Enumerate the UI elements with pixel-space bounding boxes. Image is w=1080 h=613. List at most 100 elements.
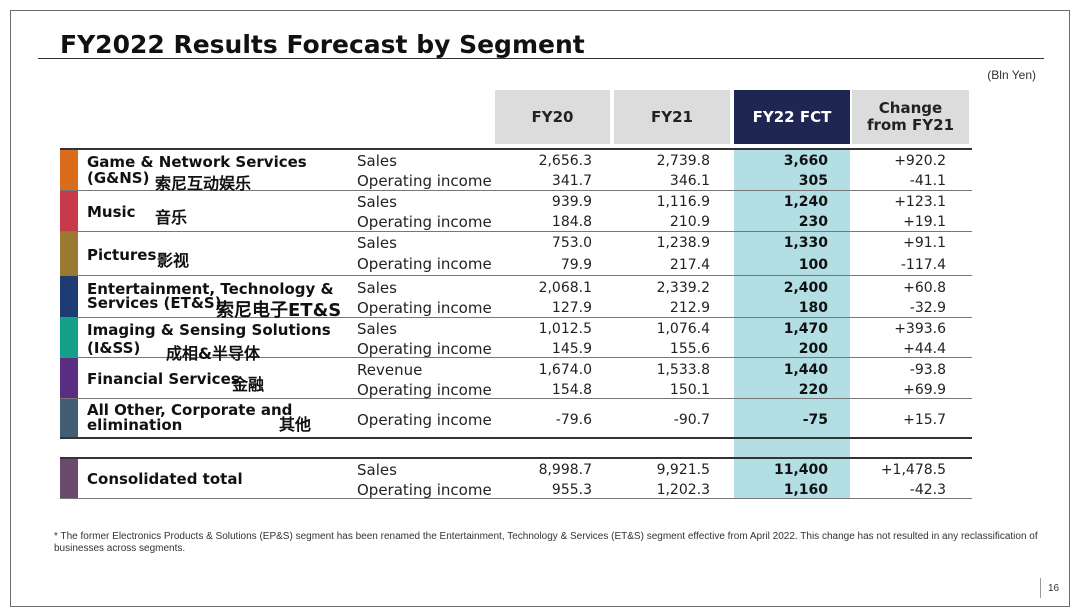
pictures-color-bar <box>60 232 78 275</box>
segment-abbrev-gns: (G&NS) <box>87 169 150 187</box>
value-fy22: 3,660 <box>783 153 828 169</box>
segment-cn-other: 其他 <box>279 415 312 434</box>
value-fy22: 100 <box>798 257 828 273</box>
value-fy22: 180 <box>798 300 828 316</box>
value-fy21: -90.7 <box>673 412 710 428</box>
metric-label: Operating income <box>357 340 492 358</box>
value-change: -41.1 <box>909 173 946 189</box>
value-fy21: 155.6 <box>669 341 710 357</box>
value-fy22: 1,240 <box>783 194 828 210</box>
page-number: 16 <box>1048 583 1060 594</box>
value-fy20: 184.8 <box>551 214 592 230</box>
title-divider <box>38 58 1044 59</box>
value-fy22: 1,440 <box>783 362 828 378</box>
value-fy21: 1,533.8 <box>656 362 710 378</box>
value-change: +69.9 <box>903 382 946 398</box>
value-change: +920.2 <box>894 153 946 169</box>
consolidated-color-bar <box>60 459 78 498</box>
metric-label: Sales <box>357 152 397 170</box>
value-fy20: 2,656.3 <box>538 153 592 169</box>
value-change: +91.1 <box>903 235 946 251</box>
metric-label: Sales <box>357 320 397 338</box>
segment-name-gns: Game & Network Services <box>87 153 307 171</box>
segment-cn-gns: 索尼互动娱乐 <box>155 174 252 193</box>
metric-label: Operating income <box>357 299 492 317</box>
value-fy22: 11,400 <box>773 462 828 478</box>
consolidated-bottom-rule <box>60 498 972 499</box>
metric-label: Sales <box>357 234 397 252</box>
value-change: -32.9 <box>909 300 946 316</box>
segment-cn-pictures: 影视 <box>157 251 190 270</box>
segment-name-ets: Entertainment, Technology & <box>87 280 334 298</box>
metric-label: Operating income <box>357 411 492 429</box>
value-fy22: 230 <box>798 214 828 230</box>
row-divider <box>60 190 972 191</box>
value-fy20: -79.6 <box>555 412 592 428</box>
value-fy22: 200 <box>798 341 828 357</box>
metric-label: Operating income <box>357 381 492 399</box>
row-divider <box>60 231 972 232</box>
page-title: FY2022 Results Forecast by Segment <box>60 30 585 59</box>
value-fy20: 753.0 <box>551 235 592 251</box>
value-fy22: 305 <box>798 173 828 189</box>
table-top-rule <box>60 148 972 150</box>
value-fy21: 210.9 <box>669 214 710 230</box>
value-fy21: 1,202.3 <box>656 482 710 498</box>
segment-cn-iss: 成相&半导体 <box>166 344 260 363</box>
value-fy21: 212.9 <box>669 300 710 316</box>
value-change: +123.1 <box>894 194 946 210</box>
value-fy20: 341.7 <box>551 173 592 189</box>
value-fy20: 939.9 <box>551 194 592 210</box>
value-fy20: 955.3 <box>551 482 592 498</box>
consolidated-top-rule <box>60 457 972 459</box>
segment-cn-ets: 索尼电子ET&S <box>216 300 342 321</box>
value-fy22: 1,160 <box>783 482 828 498</box>
segment-cn-music: 音乐 <box>155 208 188 227</box>
value-change: -42.3 <box>909 482 946 498</box>
financial-color-bar <box>60 358 78 398</box>
segment-name-other: All Other, Corporate and <box>87 401 293 419</box>
footnote: * The former Electronics Products & Solu… <box>54 531 1038 554</box>
table-bottom-rule <box>60 437 972 439</box>
value-fy20: 1,674.0 <box>538 362 592 378</box>
header-fy20: FY20 <box>495 90 610 144</box>
header-fy22-forecast: FY22 FCT <box>734 90 850 144</box>
value-change: -93.8 <box>909 362 946 378</box>
header-fy21: FY21 <box>614 90 730 144</box>
value-fy21: 2,739.8 <box>656 153 710 169</box>
iss-color-bar <box>60 318 78 357</box>
value-fy22: 1,470 <box>783 321 828 337</box>
header-change-from-fy21: Change from FY21 <box>852 90 969 144</box>
value-fy21: 346.1 <box>669 173 710 189</box>
value-fy22: -75 <box>802 412 828 428</box>
segment-cn-financial: 金融 <box>232 375 265 394</box>
metric-label: Sales <box>357 193 397 211</box>
value-change: +19.1 <box>903 214 946 230</box>
value-fy22: 220 <box>798 382 828 398</box>
segment-name-pictures: Pictures <box>87 246 157 264</box>
value-fy21: 150.1 <box>669 382 710 398</box>
value-fy21: 2,339.2 <box>656 280 710 296</box>
other-color-bar <box>60 399 78 437</box>
value-fy21: 217.4 <box>669 257 710 273</box>
value-fy21: 9,921.5 <box>656 462 710 478</box>
row-divider <box>60 275 972 276</box>
value-fy21: 1,238.9 <box>656 235 710 251</box>
metric-label: Operating income <box>357 172 492 190</box>
consolidated-label: Consolidated total <box>87 470 243 488</box>
value-change: +44.4 <box>903 341 946 357</box>
value-fy21: 1,076.4 <box>656 321 710 337</box>
unit-label: (Bln Yen) <box>987 68 1036 82</box>
row-divider <box>60 317 972 318</box>
row-divider <box>60 357 972 358</box>
value-fy20: 154.8 <box>551 382 592 398</box>
metric-label: Operating income <box>357 481 492 499</box>
metric-label: Revenue <box>357 361 423 379</box>
segment-name-iss: Imaging & Sensing Solutions <box>87 321 331 339</box>
value-fy20: 8,998.7 <box>538 462 592 478</box>
metric-label: Sales <box>357 279 397 297</box>
value-fy20: 127.9 <box>551 300 592 316</box>
value-fy22: 1,330 <box>783 235 828 251</box>
ets-color-bar <box>60 276 78 317</box>
row-divider <box>60 398 972 399</box>
